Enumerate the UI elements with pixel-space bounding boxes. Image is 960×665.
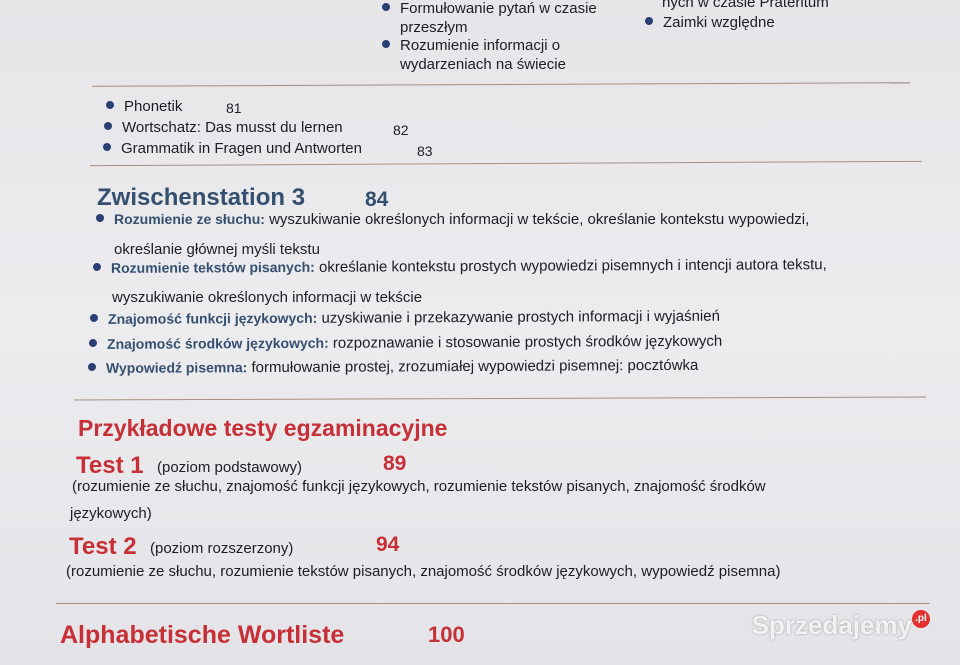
item-label: Wypowiedź pisemna: <box>105 359 248 376</box>
item-text: uzyskiwanie i przekazywanie prostych inf… <box>317 307 720 327</box>
test-description: (rozumienie ze słuchu, znajomość funkcji… <box>72 478 766 495</box>
list-item-cont: nych w czasie Präteritum <box>662 0 829 11</box>
bullet-icon <box>103 143 111 152</box>
item-text: formułowanie prostej, zrozumiałej wypowi… <box>247 356 699 377</box>
bullet-icon <box>87 362 97 372</box>
item-text: Phonetik <box>124 98 183 115</box>
item-text-cont: określanie głównej myśli tekstu <box>114 241 320 258</box>
item-label: Znajomość środków językowych: <box>106 334 329 352</box>
item-text: rozpoznawanie i stosowanie prostych środ… <box>328 332 723 352</box>
bullet-icon <box>88 338 98 348</box>
divider <box>90 160 922 167</box>
bullet-icon <box>382 3 390 12</box>
page-number: 84 <box>365 188 389 211</box>
list-item: Phonetik <box>106 96 182 118</box>
item-text: Wortschatz: Das musst du lernen <box>122 119 343 136</box>
item-text: Zaimki względne <box>663 14 775 31</box>
page-number: 82 <box>393 122 409 138</box>
item-text: Grammatik in Fragen und Antworten <box>121 140 362 157</box>
watermark-logo: Sprzedajemy .pl <box>752 610 930 641</box>
item-text: określanie kontekstu prostych wypowiedzi… <box>314 256 827 276</box>
bullet-icon <box>92 262 102 272</box>
list-item: Zaimki względne <box>645 12 775 34</box>
bullet-icon <box>106 101 114 110</box>
list-item: Wortschatz: Das musst du lernen <box>104 117 343 139</box>
bullet-icon <box>382 40 390 49</box>
item-text: Formułowanie pytań w czasie <box>400 0 597 17</box>
page-number: 83 <box>417 143 433 159</box>
test-description-cont: językowych) <box>70 505 152 522</box>
watermark-tld: .pl <box>912 610 930 628</box>
bullet-icon <box>104 122 112 131</box>
item-text-cont: wyszukiwanie określonych informacji w te… <box>112 289 423 306</box>
divider <box>74 396 926 401</box>
list-item-cont: przeszłym <box>400 19 468 36</box>
item-label: Rozumienie ze słuchu: <box>114 211 265 227</box>
section-title: Zwischenstation 3 <box>97 184 306 211</box>
section-title: Alphabetische Wortliste <box>60 621 345 649</box>
page-number: 81 <box>226 100 242 116</box>
item-label: Znajomość funkcji językowych: <box>107 309 318 327</box>
list-item: Grammatik in Fragen und Antworten <box>103 138 362 160</box>
test-level: (poziom rozszerzony) <box>150 540 294 557</box>
list-item: Formułowanie pytań w czasie <box>382 0 597 20</box>
test-description: (rozumienie ze słuchu, rozumienie tekstó… <box>66 563 781 580</box>
watermark-text: Sprzedajemy <box>751 610 912 640</box>
list-item-cont: wydarzeniach na świecie <box>400 56 566 73</box>
bullet-icon <box>645 17 653 26</box>
section-title: Przykładowe testy egzaminacyjne <box>78 415 448 441</box>
item-label: Rozumienie tekstów pisanych: <box>110 258 315 276</box>
item-text: Rozumienie informacji o <box>400 37 561 54</box>
page-number: 100 <box>428 622 465 647</box>
page-number: 94 <box>376 533 400 556</box>
test-title: Test 1 <box>76 452 144 479</box>
item-text: wyszukiwanie określonych informacji w te… <box>264 211 810 228</box>
divider <box>92 82 910 87</box>
test-title: Test 2 <box>69 533 137 560</box>
page-number: 89 <box>383 452 407 475</box>
bullet-icon <box>96 214 104 223</box>
test-level: (poziom podstawowy) <box>157 459 303 476</box>
divider <box>56 603 930 604</box>
bullet-icon <box>89 313 99 323</box>
list-item: Rozumienie informacji o <box>382 35 560 57</box>
